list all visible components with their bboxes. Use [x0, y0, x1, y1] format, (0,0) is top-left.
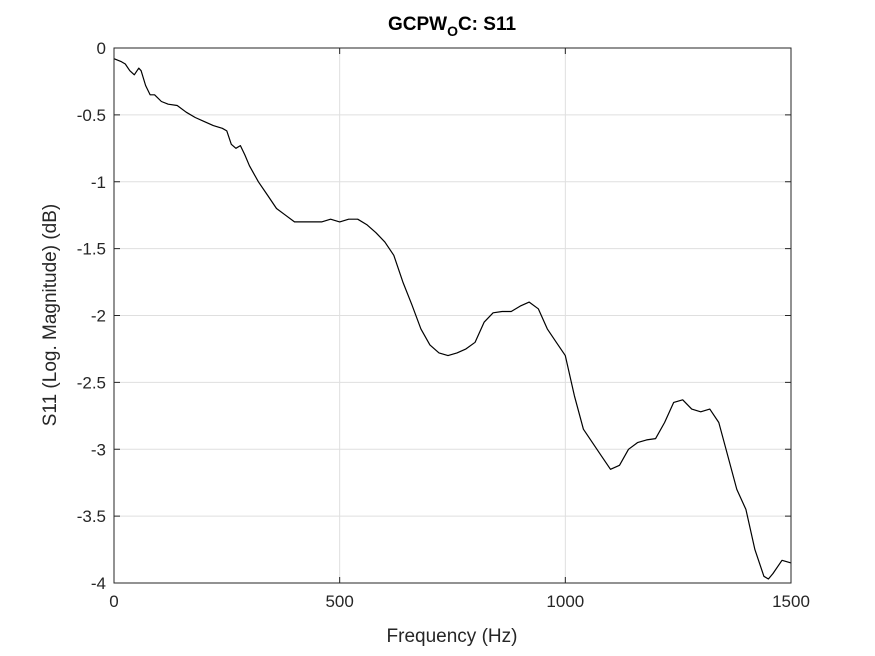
tick-marks — [113, 47, 792, 584]
chart-title-subscript: O — [447, 23, 458, 39]
y-tick-label: -1.5 — [77, 240, 106, 259]
x-axis-label: Frequency (Hz) — [387, 626, 518, 647]
y-tick-label: -2 — [91, 307, 106, 326]
x-tick-label: 500 — [325, 592, 353, 611]
chart-title: GCPWOC: S11 — [388, 14, 517, 39]
chart-title-rest: C: S11 — [458, 14, 517, 35]
series-line-s11 — [113, 58, 792, 580]
x-tick-label: 1500 — [772, 592, 810, 611]
chart-title-main: GCPW — [388, 14, 447, 35]
y-tick-label: -1 — [91, 173, 106, 192]
y-axis-label: S11 (Log. Magnitude) (dB) — [40, 204, 61, 427]
y-tick-label: -4 — [91, 574, 106, 593]
y-tick-label: -3 — [91, 440, 106, 459]
x-tick-label: 1000 — [546, 592, 584, 611]
y-tick-label: -0.5 — [77, 106, 106, 125]
y-tick-label: -2.5 — [77, 373, 106, 392]
y-tick-label: -3.5 — [77, 507, 106, 526]
tick-labels: 0 500 1000 1500 0 -0.5 -1 -1.5 -2 -2.5 -3 -3.5 -4 — [77, 39, 810, 611]
series-layer — [113, 58, 792, 580]
x-tick-label: 0 — [109, 592, 118, 611]
y-tick-label: 0 — [97, 39, 106, 58]
